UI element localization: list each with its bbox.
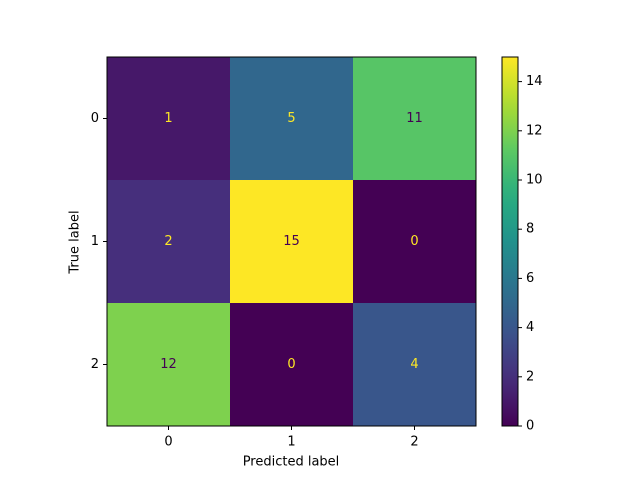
- cell: [230, 303, 354, 427]
- cell-label: 4: [410, 357, 418, 372]
- cell: [107, 303, 231, 427]
- cell-label: 2: [164, 234, 172, 249]
- y-tick-label: 0: [91, 111, 99, 126]
- y-axis-label: True label: [68, 210, 83, 274]
- colorbar-tick-label: 10: [526, 173, 543, 188]
- colorbar-tick-label: 0: [526, 419, 534, 434]
- cell-label: 11: [406, 111, 423, 126]
- y-tick-label: 1: [91, 234, 99, 249]
- cell: [107, 57, 231, 181]
- colorbar-tick-label: 2: [526, 369, 534, 384]
- x-axis-label: Predicted label: [243, 455, 340, 470]
- cell: [230, 180, 354, 304]
- colorbar-tick-label: 14: [526, 74, 543, 89]
- colorbar-tick-label: 8: [526, 222, 534, 237]
- cell-label: 15: [283, 234, 300, 249]
- cell: [353, 180, 477, 304]
- cell: [353, 57, 477, 181]
- cell-label: 0: [287, 357, 295, 372]
- x-tick-label: 2: [410, 435, 418, 450]
- colorbar-tick-label: 6: [526, 271, 534, 286]
- cell: [230, 57, 354, 181]
- x-tick-label: 0: [164, 435, 172, 450]
- cell: [107, 180, 231, 304]
- colorbar-tick-label: 4: [526, 320, 534, 335]
- cell-label: 12: [160, 357, 177, 372]
- cell-label: 1: [164, 111, 172, 126]
- cell-label: 0: [410, 234, 418, 249]
- colorbar-tick-label: 12: [526, 123, 543, 138]
- x-tick-label: 1: [287, 435, 295, 450]
- cell: [353, 303, 477, 427]
- colorbar: [501, 56, 519, 427]
- cell-label: 5: [287, 111, 295, 126]
- y-tick-label: 2: [91, 357, 99, 372]
